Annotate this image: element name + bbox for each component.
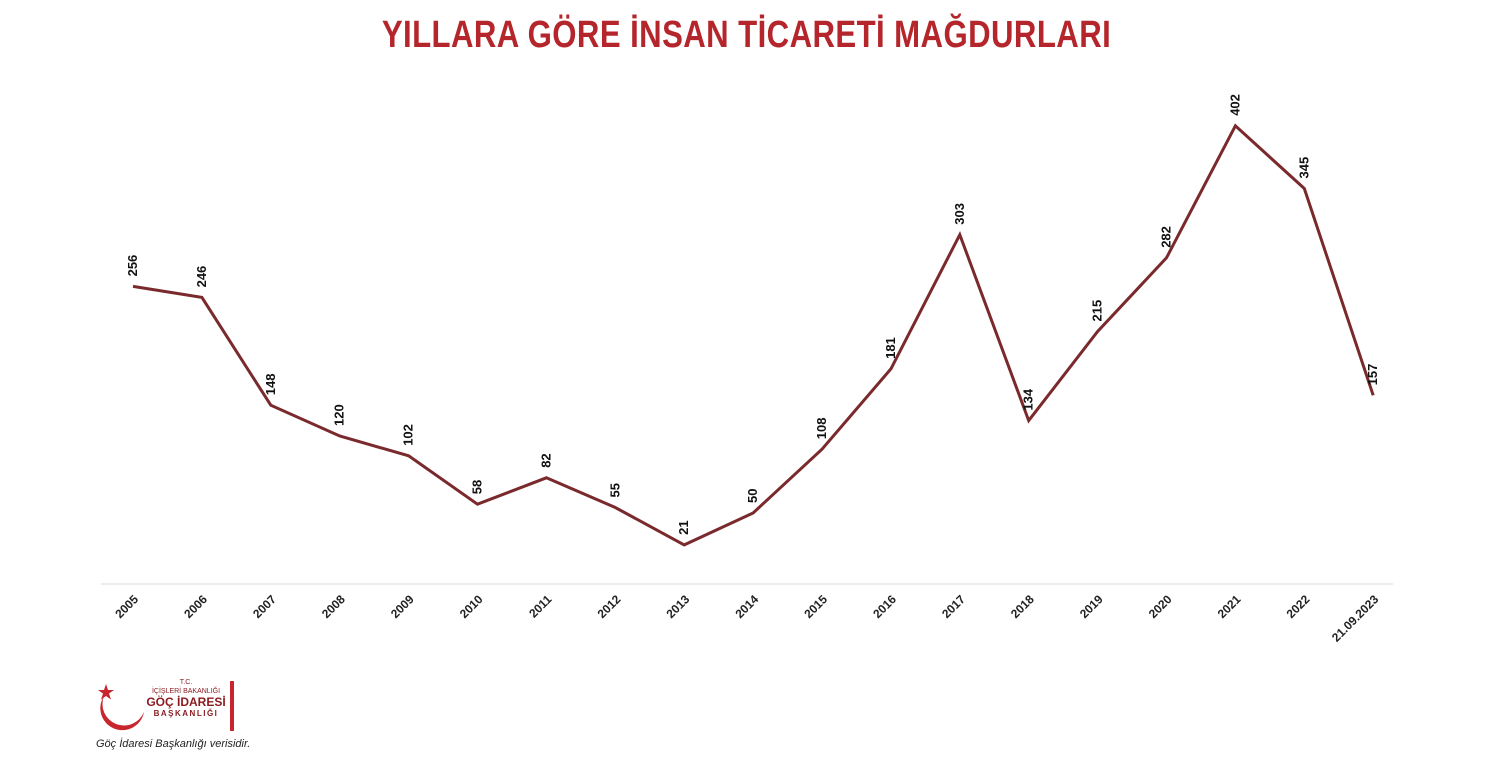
x-tick-label: 2010 xyxy=(457,592,486,621)
crescent-star-icon xyxy=(98,684,144,731)
data-label: 345 xyxy=(1296,157,1311,179)
x-tick-label: 21.09.2023 xyxy=(1329,592,1382,645)
x-tick-label: 2007 xyxy=(250,592,279,621)
logo-text: T.C. İÇİŞLERİ BAKANLIĞI GÖÇ İDARESİ BAŞK… xyxy=(146,678,226,719)
x-tick-label: 2006 xyxy=(181,592,210,621)
x-tick-label: 2018 xyxy=(1008,592,1037,621)
x-tick-label: 2012 xyxy=(595,592,624,621)
x-tick-label: 2021 xyxy=(1215,592,1244,621)
logo-line-agency: GÖÇ İDARESİ xyxy=(146,695,226,709)
data-label: 181 xyxy=(883,337,898,359)
goc-idaresi-logo: T.C. İÇİŞLERİ BAKANLIĞI GÖÇ İDARESİ BAŞK… xyxy=(94,678,244,738)
logo-line-tc: T.C. xyxy=(179,679,193,686)
x-tick-label: 2011 xyxy=(526,592,555,621)
data-label: 21 xyxy=(676,520,691,534)
data-label: 108 xyxy=(814,417,829,439)
x-tick-label: 2013 xyxy=(664,592,693,621)
data-label: 55 xyxy=(607,483,622,497)
x-tick-label: 2005 xyxy=(112,592,141,621)
data-label: 82 xyxy=(538,453,553,467)
x-tick-label: 2019 xyxy=(1077,592,1106,621)
x-tick-label: 2017 xyxy=(939,592,968,621)
data-label: 246 xyxy=(194,266,209,288)
data-label: 256 xyxy=(125,255,140,277)
source-note: Göç İdaresi Başkanlığı verisidir. xyxy=(96,738,251,750)
logo-line-ministry: İÇİŞLERİ BAKANLIĞI xyxy=(151,688,221,695)
x-tick-label: 2016 xyxy=(870,592,899,621)
x-tick-label: 2020 xyxy=(1146,592,1175,621)
logo-line-presidency: BAŞKANLIĞI xyxy=(153,709,219,718)
x-tick-labels: 2005 2006 2007 2008 2009 2010 2011 2012 2013 2014… xyxy=(112,592,1381,645)
x-tick-label: 2015 xyxy=(801,592,830,621)
logo-divider xyxy=(230,681,234,731)
data-label: 102 xyxy=(401,424,416,446)
data-label: 58 xyxy=(470,480,485,494)
data-label: 120 xyxy=(332,404,347,426)
data-label: 157 xyxy=(1365,364,1380,386)
x-tick-label: 2022 xyxy=(1284,592,1313,621)
data-label: 282 xyxy=(1159,226,1174,248)
x-tick-label: 2014 xyxy=(732,592,761,621)
data-labels: 256 246 148 120 102 58 82 55 21 50 108 181 303 134 215… xyxy=(125,94,1380,535)
data-label: 303 xyxy=(952,203,967,225)
series-line xyxy=(132,123,1375,547)
data-label: 50 xyxy=(745,489,760,503)
x-tick-label: 2009 xyxy=(388,592,417,621)
data-label: 402 xyxy=(1227,94,1242,116)
data-label: 215 xyxy=(1090,300,1105,322)
data-label: 148 xyxy=(263,373,278,395)
chart-title: YILLARA GÖRE İNSAN TİCARETİ MAĞDURLARI xyxy=(381,14,1112,56)
data-label: 134 xyxy=(1021,388,1036,410)
x-tick-label: 2008 xyxy=(319,592,348,621)
